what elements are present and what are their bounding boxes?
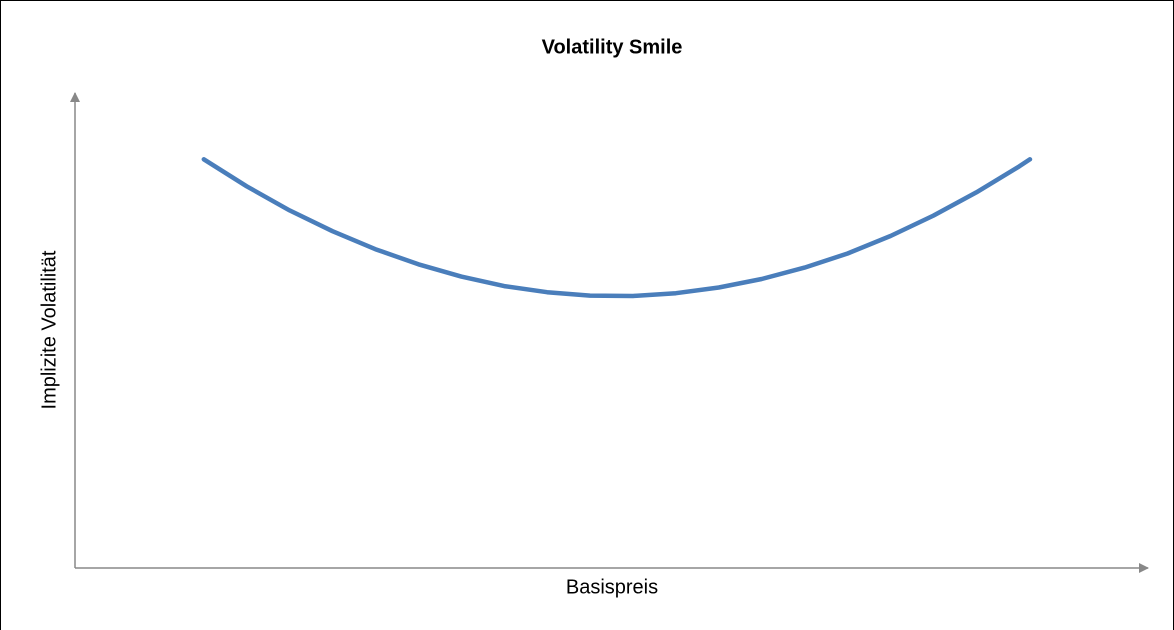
chart-title: Volatility Smile (542, 36, 683, 58)
x-axis-label: Basispreis (566, 576, 658, 598)
line-series (201, 157, 1033, 299)
y-axis-label: Implizite Volatilität (38, 250, 60, 409)
